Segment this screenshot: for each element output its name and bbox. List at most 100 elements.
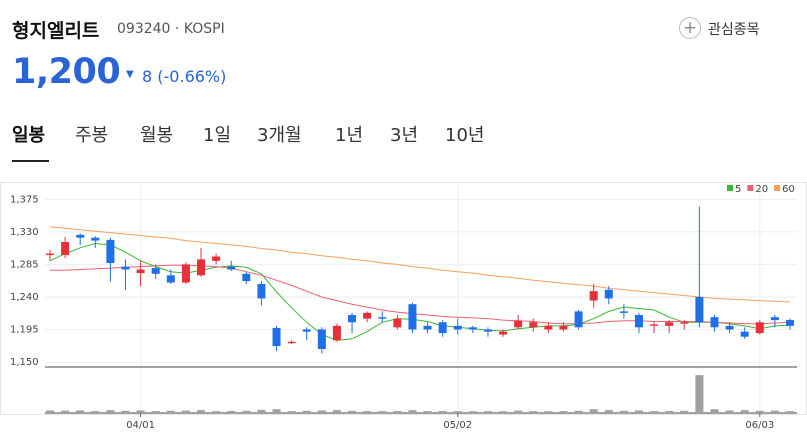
candle-body	[514, 320, 523, 328]
legend-swatch	[747, 185, 754, 191]
candle-body	[181, 264, 190, 283]
volume-bar	[287, 411, 296, 413]
tab-underline	[12, 160, 49, 162]
x-tick-label: 05/02	[443, 420, 472, 431]
ma-line	[49, 242, 791, 341]
candle-body	[695, 296, 704, 323]
volume-bar	[272, 409, 281, 413]
volume-bar	[589, 409, 598, 413]
candle-body	[650, 324, 659, 326]
price-change: 8 (-0.66%)	[142, 67, 226, 86]
candle-body	[755, 322, 764, 334]
candle-body	[378, 317, 387, 319]
candle-body	[483, 329, 492, 332]
ma-line	[50, 264, 791, 325]
candle-body	[740, 331, 749, 337]
candle-body	[438, 322, 447, 334]
candle-body	[423, 325, 432, 330]
candle-body	[212, 256, 221, 261]
volume-bar	[121, 410, 130, 413]
legend-swatch	[727, 185, 733, 191]
volume-bar	[227, 410, 236, 413]
candle-body	[197, 259, 206, 276]
change: 8	[142, 67, 153, 86]
legend-label: 20	[755, 184, 768, 195]
candle-body	[302, 329, 311, 332]
volume-bar	[786, 411, 794, 413]
watch-icon[interactable]: +	[679, 17, 701, 39]
volume-bar	[619, 410, 628, 413]
down-arrow: ▼	[126, 69, 134, 80]
volume-bar	[91, 411, 100, 413]
volume-bar	[212, 411, 221, 413]
watch-button[interactable]: 관심종목	[708, 22, 760, 38]
volume-bar	[453, 411, 462, 413]
volume-bar	[574, 410, 583, 413]
volume-bar	[634, 410, 643, 413]
volume-bar	[348, 410, 357, 413]
volume-bar	[604, 410, 613, 413]
candle-body	[619, 311, 628, 313]
volume-bar	[408, 410, 417, 413]
change-rate: (-0.66%)	[157, 67, 227, 86]
y-tick-label: 1,330	[10, 227, 39, 238]
legend-swatch	[774, 185, 781, 191]
candle-body	[604, 289, 613, 299]
volume-bar	[559, 411, 568, 413]
volume-bar	[499, 411, 508, 413]
candle-body	[136, 269, 145, 274]
volume-bar	[755, 410, 764, 413]
price: 1,200	[12, 52, 121, 92]
volume-bar	[76, 410, 85, 413]
candle-body	[529, 322, 538, 328]
candle-body	[725, 325, 734, 330]
legend-label: 60	[782, 184, 795, 195]
tab[interactable]: 1년	[335, 125, 364, 146]
legend-label: 5	[735, 184, 741, 195]
volume-bar	[514, 410, 523, 413]
volume-bar	[740, 410, 749, 413]
y-tick-label: 1,195	[10, 324, 39, 335]
candle-body	[287, 341, 296, 344]
y-tick-label: 1,375	[10, 194, 39, 205]
candle-body	[770, 317, 779, 321]
tab[interactable]: 일봉	[12, 125, 46, 146]
stock-code-line: 093240 · KOSPI	[117, 21, 225, 37]
y-tick-label: 1,285	[10, 259, 39, 270]
volume-bar	[317, 410, 326, 413]
candle-body	[710, 317, 719, 328]
volume-bar	[166, 410, 175, 413]
tab[interactable]: 1일	[203, 125, 232, 146]
volume-bar	[650, 411, 659, 413]
candle-body	[348, 315, 357, 323]
candle-body	[46, 253, 54, 256]
volume-bar	[378, 411, 387, 413]
candle-body	[468, 327, 477, 330]
tab[interactable]: 월봉	[140, 125, 174, 146]
candle-body	[574, 311, 583, 328]
volume-bar	[770, 410, 779, 413]
volume-bar	[363, 411, 372, 413]
volume-bar	[468, 411, 477, 413]
volume-bar	[544, 411, 553, 413]
tab[interactable]: 3개월	[257, 125, 302, 146]
tab[interactable]: 10년	[445, 125, 485, 146]
volume-bar	[197, 410, 206, 413]
tab[interactable]: 주봉	[75, 125, 109, 146]
x-tick-label: 04/01	[126, 420, 155, 431]
volume-bar	[680, 410, 689, 413]
candle-body	[106, 239, 115, 263]
stock-code: 093240	[117, 21, 171, 37]
candle-body	[589, 291, 598, 301]
stock-name: 형지엘리트	[12, 20, 100, 42]
candle-body	[634, 315, 643, 328]
candle-body	[317, 329, 326, 349]
y-tick-label: 1,150	[10, 357, 39, 368]
candle-body	[363, 312, 372, 319]
candle-body	[393, 318, 402, 328]
ma-line	[49, 226, 791, 303]
tab[interactable]: 3년	[390, 125, 419, 146]
candle-body	[76, 234, 85, 238]
